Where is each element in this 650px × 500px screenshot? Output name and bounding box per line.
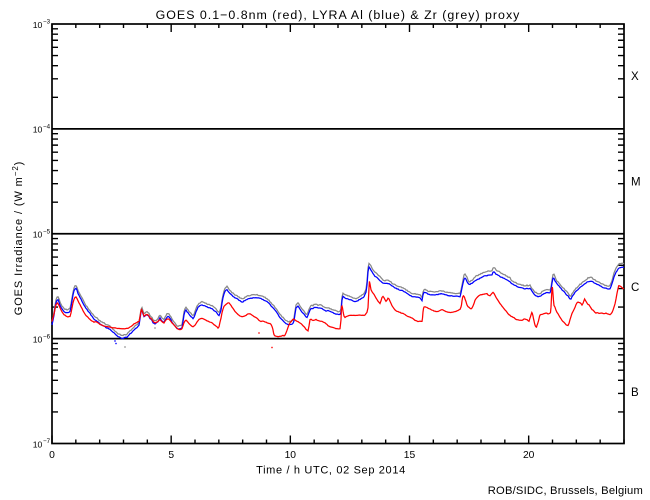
svg-text:10: 10: [33, 20, 43, 30]
svg-text:10: 10: [33, 334, 43, 344]
svg-text:GOES 0.1−0.8nm (red), LYRA Al: GOES 0.1−0.8nm (red), LYRA Al (blue) & Z…: [156, 8, 521, 22]
svg-text:C: C: [631, 282, 639, 294]
svg-text:−3: −3: [43, 19, 51, 26]
svg-text:10: 10: [33, 230, 43, 240]
svg-text:−5: −5: [43, 228, 51, 235]
svg-text:−4: −4: [43, 124, 51, 131]
svg-text:0: 0: [49, 450, 55, 461]
svg-text:10: 10: [33, 439, 43, 449]
svg-text:GOES Irradiance / (W m−2): GOES Irradiance / (W m−2): [11, 161, 25, 316]
svg-text:ROB/SIDC, Brussels, Belgium: ROB/SIDC, Brussels, Belgium: [488, 485, 643, 497]
svg-text:−6: −6: [43, 333, 51, 340]
svg-text:15: 15: [404, 450, 416, 461]
svg-text:B: B: [631, 387, 639, 399]
svg-text:Time / h UTC, 02 Sep 2014: Time / h UTC, 02 Sep 2014: [256, 465, 406, 477]
svg-text:−7: −7: [43, 438, 51, 445]
svg-text:X: X: [631, 71, 639, 83]
svg-text:20: 20: [523, 450, 535, 461]
svg-text:10: 10: [33, 125, 43, 135]
svg-text:5: 5: [168, 450, 174, 461]
svg-text:M: M: [631, 177, 641, 189]
svg-text:10: 10: [285, 450, 297, 461]
